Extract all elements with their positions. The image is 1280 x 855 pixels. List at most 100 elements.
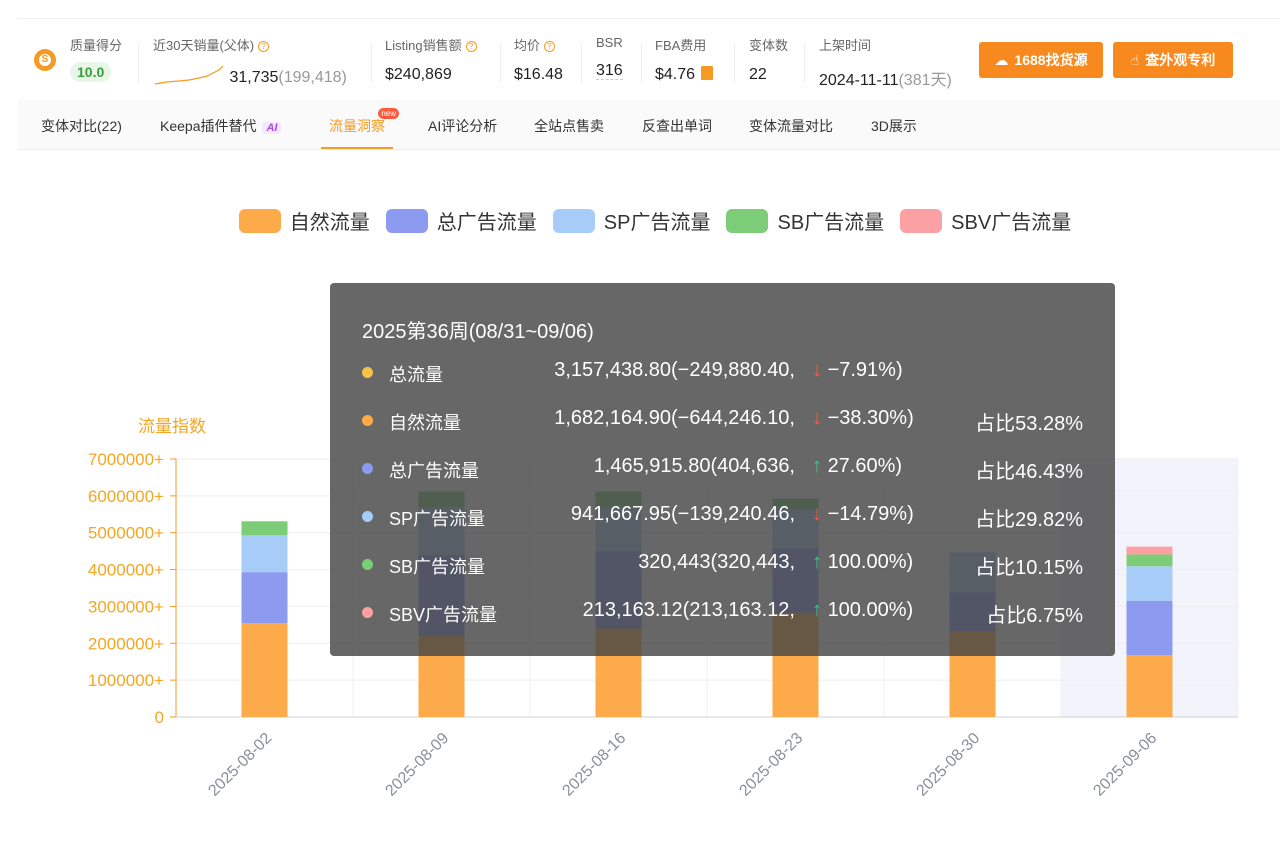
variant-count: 变体数 22 [749, 35, 788, 84]
series-dot-icon [362, 607, 373, 618]
listing-sales-value: $240,869 [385, 66, 452, 83]
arrow-up-icon: ↑ [812, 599, 822, 621]
tooltip-series-name: SB广告流量 [389, 557, 486, 577]
tooltip-series-name: SP广告流量 [389, 509, 486, 529]
y-tick-label: 5000000+ [88, 524, 164, 543]
product-stats-bar: S 质量得分 10.0 近30天销量(父体)? 31,735(199,418) … [18, 18, 1280, 100]
tooltip-row: 总流量 3,157,438.80(−249,880.40, ↓ −7.91%) [330, 359, 1115, 385]
bar-segment [1126, 600, 1173, 656]
bar-segment [241, 521, 288, 536]
legend-label: SBV广告流量 [951, 212, 1072, 234]
bar-segment [241, 572, 288, 624]
avg-price: 均价? $16.48 [514, 35, 563, 84]
x-tick-label: 2025-08-16 [559, 730, 629, 800]
help-icon[interactable]: ? [465, 41, 477, 52]
bar-segment [1126, 566, 1173, 601]
tooltip-share: 占比10.15% [975, 557, 1083, 579]
bsr: BSR 316 [596, 35, 623, 80]
y-tick-label: 4000000+ [88, 561, 164, 580]
bar-segment [241, 535, 288, 573]
arrow-down-icon: ↓ [812, 407, 822, 429]
find-source-1688-button[interactable]: ☁ 1688找货源 [979, 42, 1103, 78]
tooltip-value: 213,163.12(213,163.12, [582, 599, 795, 621]
legend-swatch [900, 208, 943, 233]
x-tick-label: 2025-08-30 [913, 730, 983, 800]
x-tick-label: 2025-08-23 [736, 730, 806, 800]
cursor-icon: ☝ [1130, 51, 1140, 68]
legend-item[interactable]: SP广告流量 [552, 206, 711, 235]
listing-date-value: 2024-11-11 [819, 72, 899, 89]
new-badge: new [378, 108, 399, 119]
fba-fee-label: FBA费用 [655, 38, 707, 53]
avg-price-value: $16.48 [514, 66, 563, 83]
tab-variant-traffic[interactable]: 变体流量对比 [749, 118, 833, 134]
tooltip-value: 1,465,915.80(404,636, [593, 455, 795, 477]
tooltip-series-name: 总流量 [389, 365, 443, 385]
listing-sales-label: Listing销售额 [385, 38, 462, 53]
ai-badge: AI [262, 122, 282, 134]
tab-3d[interactable]: 3D展示 [871, 118, 917, 134]
fba-fee: FBA费用 $4.76 [655, 35, 714, 84]
variant-count-value: 22 [749, 66, 767, 83]
calculator-icon[interactable] [701, 66, 714, 80]
feature-tabs: 变体对比(22) Keepa插件替代 AI 流量洞察 new AI评论分析 全站点售… [18, 100, 1280, 150]
bar-segment [241, 623, 288, 717]
series-dot-icon [362, 367, 373, 378]
tooltip-title: 2025第36周(08/31~09/06) [362, 321, 594, 343]
quality-score: 质量得分 10.0 [70, 35, 122, 82]
bar-segment [1126, 554, 1173, 567]
tooltip-share: 占比6.75% [986, 605, 1083, 627]
fba-fee-value: $4.76 [655, 66, 696, 83]
tooltip-value: 941,667.95(−139,240.46, [570, 503, 795, 525]
tab-variant-compare[interactable]: 变体对比(22) [41, 118, 122, 134]
legend-item[interactable]: 自然流量 [238, 206, 370, 235]
legend-swatch [552, 208, 595, 233]
bsr-label: BSR [596, 35, 623, 50]
quality-score-label: 质量得分 [70, 38, 123, 53]
tooltip-series-name: SBV广告流量 [389, 605, 498, 625]
y-tick-label: 3000000+ [88, 597, 164, 616]
tooltip-share: 占比29.82% [975, 509, 1083, 531]
legend-swatch [238, 208, 281, 233]
tab-ai-review[interactable]: AI评论分析 [428, 118, 498, 134]
tooltip-row: 总广告流量 1,465,915.80(404,636, ↑ 27.60%) 占比46.… [330, 455, 1115, 483]
tooltip-change-pct: 100.00%) [827, 599, 914, 621]
listing-date-label: 上架时间 [819, 38, 872, 53]
y-tick-label: 6000000+ [88, 487, 164, 506]
variant-count-label: 变体数 [749, 38, 789, 53]
tab-all-sites[interactable]: 全站点售卖 [534, 118, 604, 134]
y-tick-label: 2000000+ [88, 634, 164, 653]
listing-date-days: (381天) [898, 72, 952, 89]
tab-reverse-keywords[interactable]: 反查出单词 [642, 118, 712, 134]
tooltip-change-pct: 100.00%) [827, 551, 914, 573]
bsr-value[interactable]: 316 [596, 62, 623, 80]
legend-item[interactable]: SBV广告流量 [900, 206, 1071, 235]
help-icon[interactable]: ? [544, 41, 556, 52]
brand-logo-icon: S [34, 49, 56, 71]
tab-traffic-insight[interactable]: 流量洞察 new [321, 108, 399, 149]
arrow-up-icon: ↑ [812, 551, 822, 573]
tooltip-row: SP广告流量 941,667.95(−139,240.46, ↓ −14.79%) 占… [330, 503, 1115, 531]
legend-item[interactable]: SB广告流量 [726, 206, 884, 235]
help-icon[interactable]: ? [258, 41, 270, 52]
alibaba-icon: ☁ [994, 51, 1009, 68]
legend-item[interactable]: 总广告流量 [385, 206, 537, 235]
legend-label: SP广告流量 [603, 212, 711, 234]
design-patent-button[interactable]: ☝ 查外观专利 [1113, 42, 1233, 78]
y-axis-title: 流量指数 [138, 417, 206, 437]
bar-segment [1126, 655, 1173, 717]
bar-segment [1126, 546, 1173, 555]
tab-keepa[interactable]: Keepa插件替代 AI [160, 116, 282, 136]
tooltip-value: 3,157,438.80(−249,880.40, [554, 359, 795, 381]
series-dot-icon [362, 559, 373, 570]
y-tick-label: 7000000+ [88, 450, 164, 469]
y-tick-label: 0 [155, 708, 164, 727]
x-tick-label: 2025-09-06 [1090, 730, 1160, 800]
series-dot-icon [362, 511, 373, 522]
tooltip-value: 320,443(320,443, [638, 551, 795, 573]
chart-legend: 自然流量 总广告流量 SP广告流量 SB广告流量 SBV广告流量 [0, 206, 1280, 235]
tooltip-change-pct: −14.79%) [827, 503, 914, 525]
tooltip-row: 自然流量 1,682,164.90(−644,246.10, ↓ −38.30%) 占… [330, 407, 1115, 435]
tooltip-share: 占比53.28% [975, 413, 1083, 435]
legend-label: 自然流量 [289, 212, 370, 234]
